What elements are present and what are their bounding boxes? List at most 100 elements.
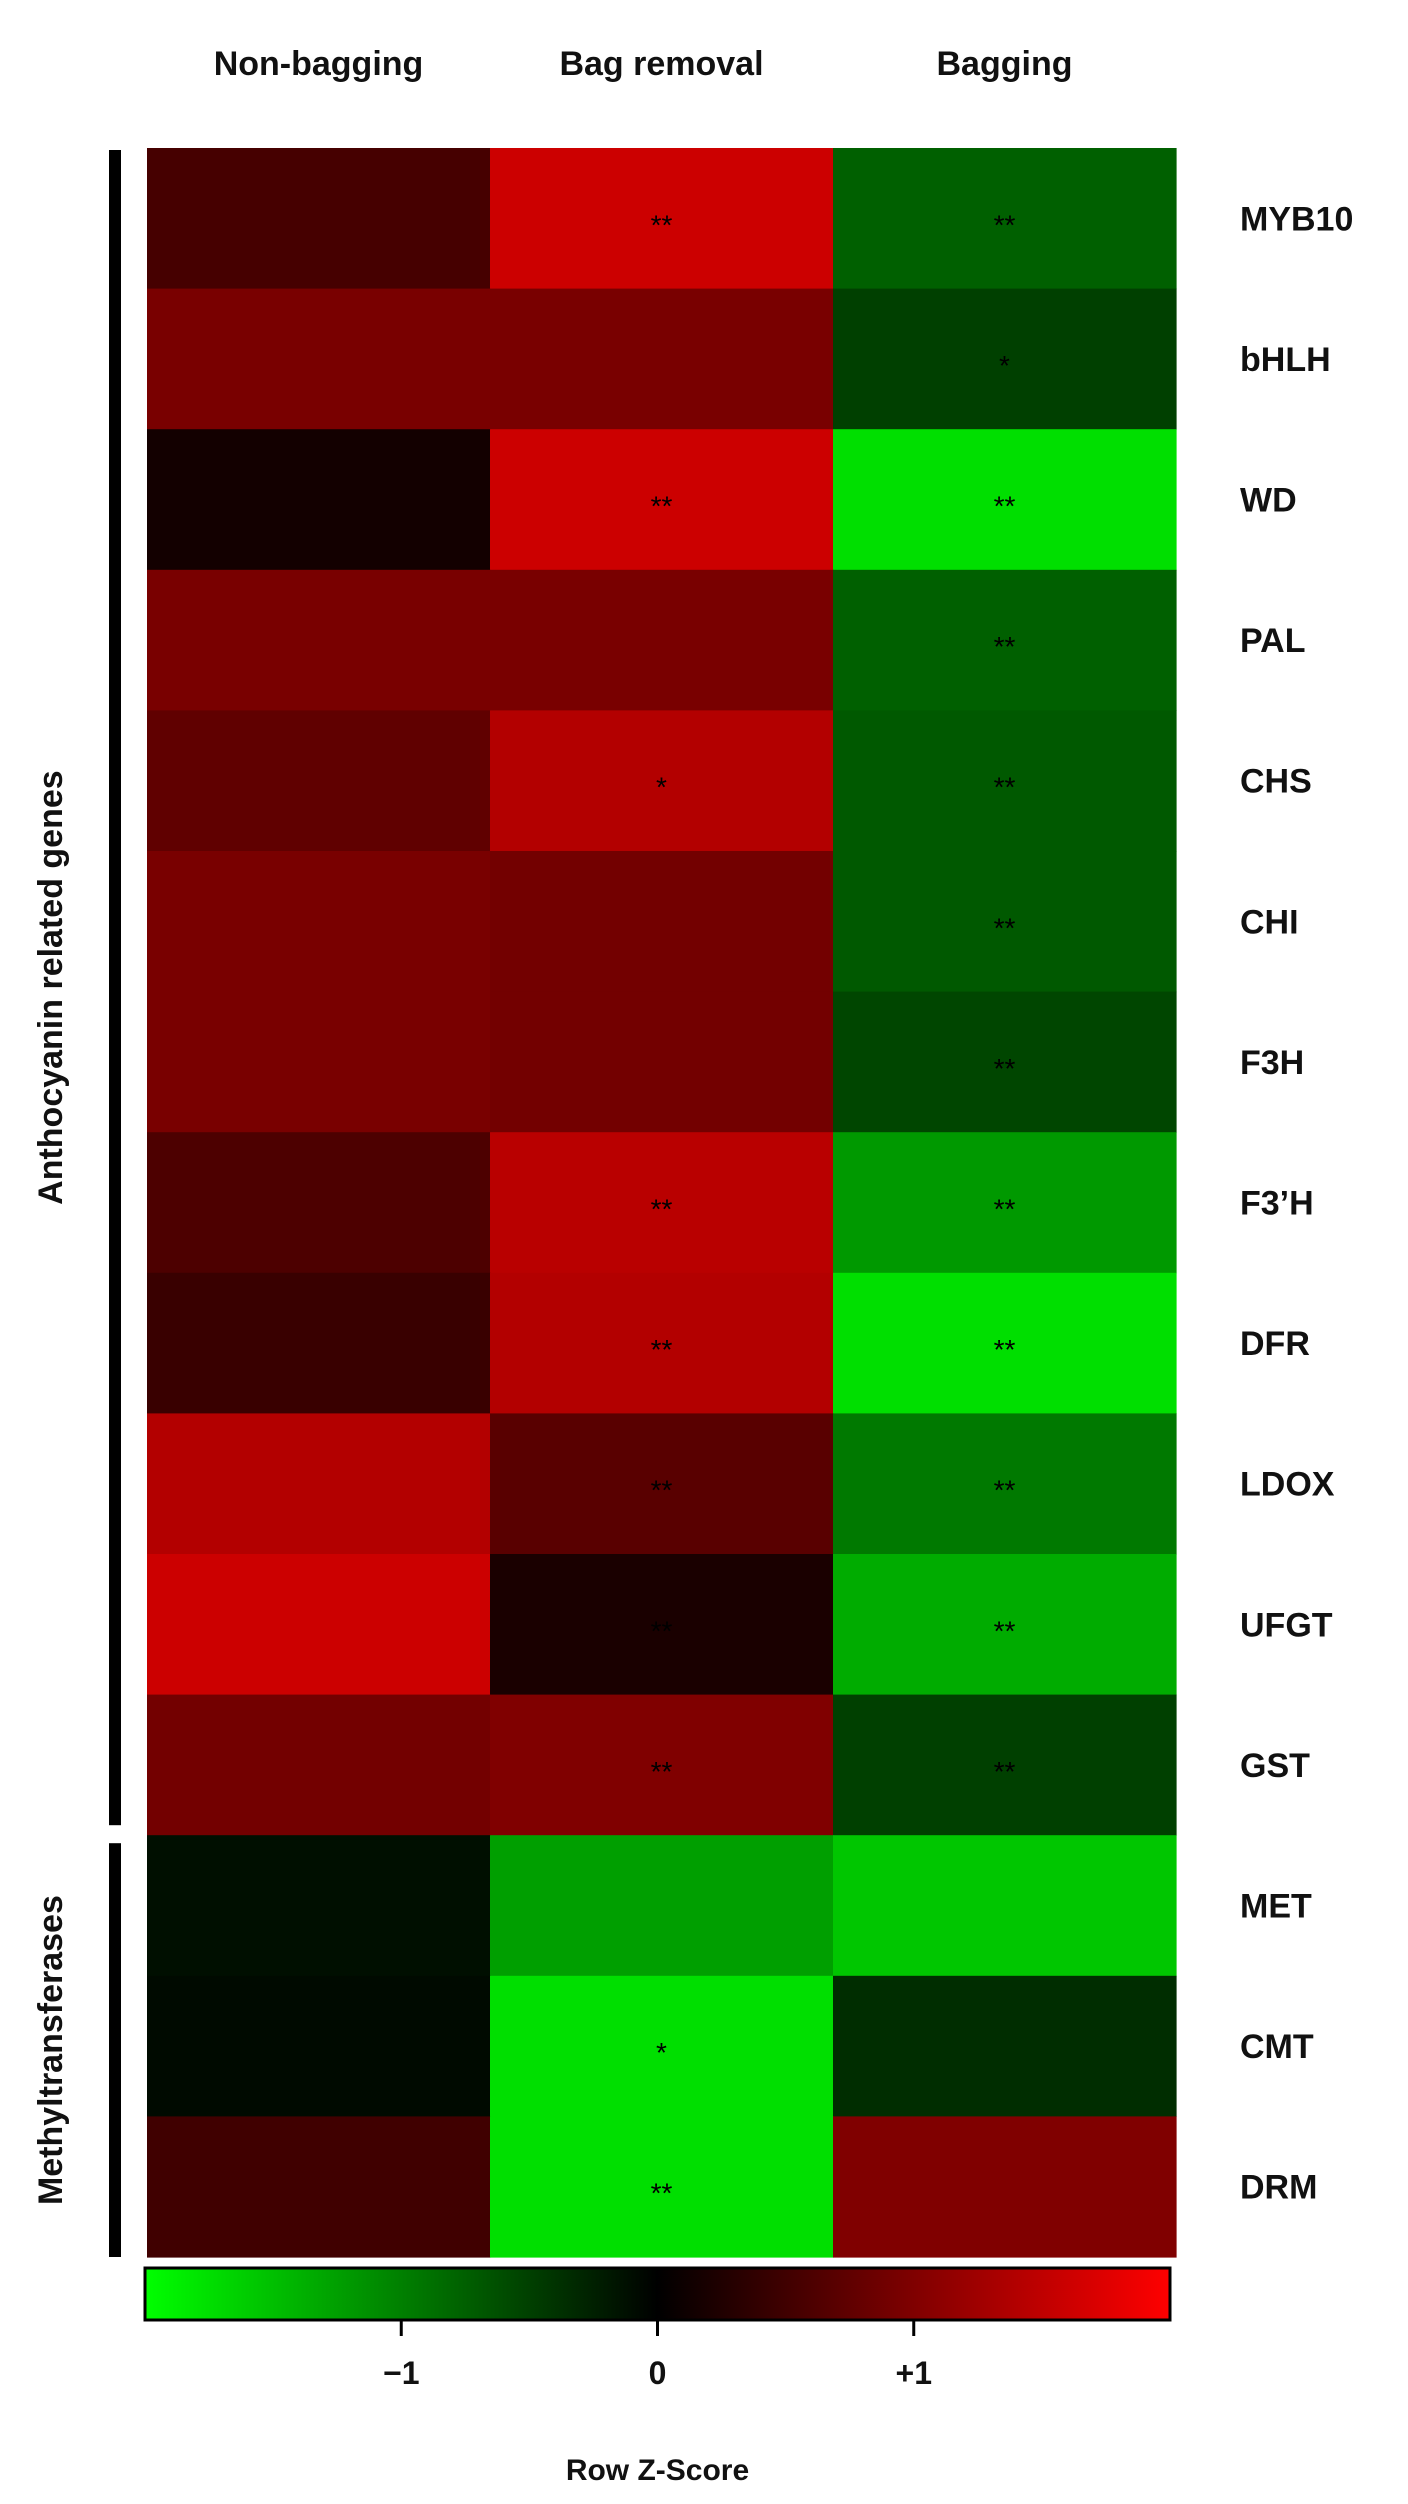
row-label: F3H [1240,1044,1304,1082]
row-label: PAL [1240,622,1305,660]
significance-marker: ** [994,772,1016,803]
color-key: −1 0 +1 Row Z-Score [143,2266,1172,2487]
row-groups: Anthocyanin related genes Methyltransfera… [32,150,121,2257]
significance-marker: ** [651,1334,673,1365]
heatmap-cell [833,1413,1177,1555]
heatmap-cell [490,1554,834,1696]
heatmap-cell [147,569,491,711]
heatmap-cell [833,148,1177,290]
heatmap-cell [147,429,491,571]
heatmap-cells [147,148,1177,2258]
heatmap-cell [490,288,834,430]
heatmap-cell [490,148,834,290]
row-label: CHS [1240,763,1312,801]
heatmap-cell [147,710,491,852]
group-bracket [109,150,121,1826]
row-label: UFGT [1240,1606,1333,1644]
row-label: DRM [1240,2169,1317,2207]
significance-marker: ** [651,209,673,240]
group-label: Anthocyanin related genes [32,770,70,1205]
heatmap-cell [833,991,1177,1133]
heatmap-cell [147,1272,491,1414]
heatmap-cell [147,1694,491,1836]
significance-marker: ** [651,1756,673,1787]
heatmap-cell [490,1132,834,1274]
heatmap-cell [833,569,1177,711]
heatmap-cell [490,710,834,852]
row-labels: MYB10 bHLH WD PAL CHS CHI F3H F3’H DFR LDOX UFGT GS… [1240,200,1353,2206]
heatmap-cell [833,1554,1177,1696]
heatmap-cell [147,851,491,993]
column-header: Bag removal [559,45,763,83]
heatmap-cell [490,569,834,711]
group-bracket [109,1843,121,2257]
significance-markers: ** ***** ***** ******** **** **** **** **** ****… [651,209,1016,2208]
row-label: MET [1240,1888,1312,1926]
heatmap-cell [147,991,491,1133]
heatmap-cell [833,1272,1177,1414]
significance-marker: ** [994,1475,1016,1506]
heatmap-cell [490,991,834,1133]
row-label: F3’H [1240,1185,1314,1223]
significance-marker: ** [994,1756,1016,1787]
row-label: DFR [1240,1325,1310,1363]
significance-marker: ** [651,1475,673,1506]
heatmap-cell [490,1694,834,1836]
significance-marker: ** [994,491,1016,522]
column-headers: Non-bagging Bag removal Bagging [214,45,1073,83]
color-key-tick-label: −1 [383,2355,419,2391]
heatmap-cell [147,1835,491,1977]
heatmap-cell [833,851,1177,993]
row-label: MYB10 [1240,200,1353,238]
row-label: CHI [1240,903,1299,941]
heatmap-cell [833,1694,1177,1836]
heatmap-cell [147,288,491,430]
color-key-bar [143,2266,1172,2322]
heatmap-cell [490,2116,834,2258]
heatmap-cell [833,1132,1177,1274]
column-header: Non-bagging [214,45,424,83]
row-label: CMT [1240,2028,1314,2066]
significance-marker: ** [994,631,1016,662]
significance-marker: ** [651,491,673,522]
significance-marker: * [999,350,1010,381]
heatmap-cell [147,1132,491,1274]
heatmap-cell [490,1975,834,2117]
row-label: WD [1240,482,1297,520]
heatmap-cell [833,1975,1177,2117]
heatmap-cell [490,1272,834,1414]
significance-marker: ** [651,1615,673,1646]
group-label: Methyltransferases [32,1895,70,2205]
heatmap-cell [490,851,834,993]
column-header: Bagging [937,45,1073,83]
color-key-tick-label: +1 [896,2355,932,2391]
significance-marker: * [656,772,667,803]
heatmap-cell [490,429,834,571]
heatmap-cell [147,2116,491,2258]
row-label: bHLH [1240,341,1331,379]
significance-marker: ** [651,1194,673,1225]
heatmap-cell [147,148,491,290]
significance-marker: ** [994,1334,1016,1365]
color-key-tick-label: 0 [649,2355,667,2391]
heatmap-cell [490,1835,834,1977]
significance-marker: ** [994,1615,1016,1646]
heatmap-cell [833,710,1177,852]
significance-marker: ** [994,209,1016,240]
significance-marker: ** [994,1194,1016,1225]
heatmap-cell [833,2116,1177,2258]
heatmap-cell [833,1835,1177,1977]
significance-marker: ** [994,1053,1016,1084]
significance-marker: * [656,2037,667,2068]
significance-marker: ** [651,2178,673,2209]
heatmap-cell [147,1413,491,1555]
heatmap-cell [147,1975,491,2117]
heatmap-cell [833,288,1177,430]
heatmap-cell [147,1554,491,1696]
row-label: GST [1240,1747,1310,1785]
heatmap-cell [490,1413,834,1555]
heatmap-cell [833,429,1177,571]
significance-marker: ** [994,912,1016,943]
row-label: LDOX [1240,1466,1335,1504]
